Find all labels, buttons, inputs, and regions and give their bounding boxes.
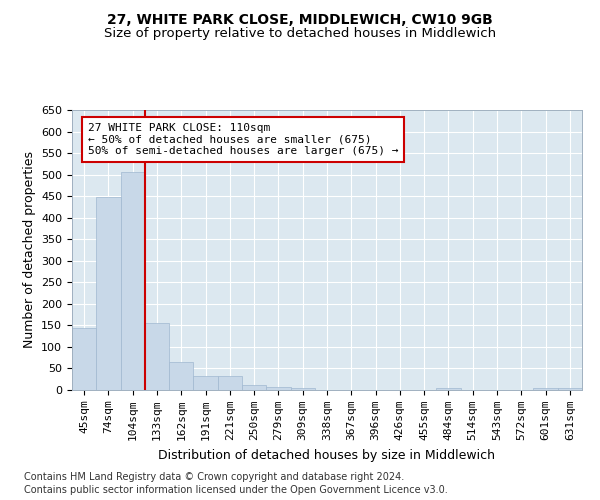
Bar (266, 386, 290, 390)
Bar (72, 328, 96, 390)
Y-axis label: Number of detached properties: Number of detached properties (23, 152, 35, 348)
X-axis label: Distribution of detached houses by size in Middlewich: Distribution of detached houses by size … (158, 448, 496, 462)
Bar (436, 388, 461, 390)
Bar (242, 385, 266, 390)
Text: Contains public sector information licensed under the Open Government Licence v3: Contains public sector information licen… (24, 485, 448, 495)
Text: 27 WHITE PARK CLOSE: 110sqm
← 50% of detached houses are smaller (675)
50% of se: 27 WHITE PARK CLOSE: 110sqm ← 50% of det… (88, 123, 398, 156)
Text: 27, WHITE PARK CLOSE, MIDDLEWICH, CW10 9GB: 27, WHITE PARK CLOSE, MIDDLEWICH, CW10 9… (107, 12, 493, 26)
Text: Size of property relative to detached houses in Middlewich: Size of property relative to detached ho… (104, 28, 496, 40)
Bar (169, 362, 193, 390)
Text: Contains HM Land Registry data © Crown copyright and database right 2024.: Contains HM Land Registry data © Crown c… (24, 472, 404, 482)
Bar (121, 172, 145, 390)
Bar (145, 323, 169, 390)
Bar (96, 197, 121, 390)
Bar (290, 388, 315, 390)
Bar (558, 388, 582, 390)
Bar (193, 376, 218, 390)
Bar (218, 376, 242, 390)
Bar (533, 388, 558, 390)
